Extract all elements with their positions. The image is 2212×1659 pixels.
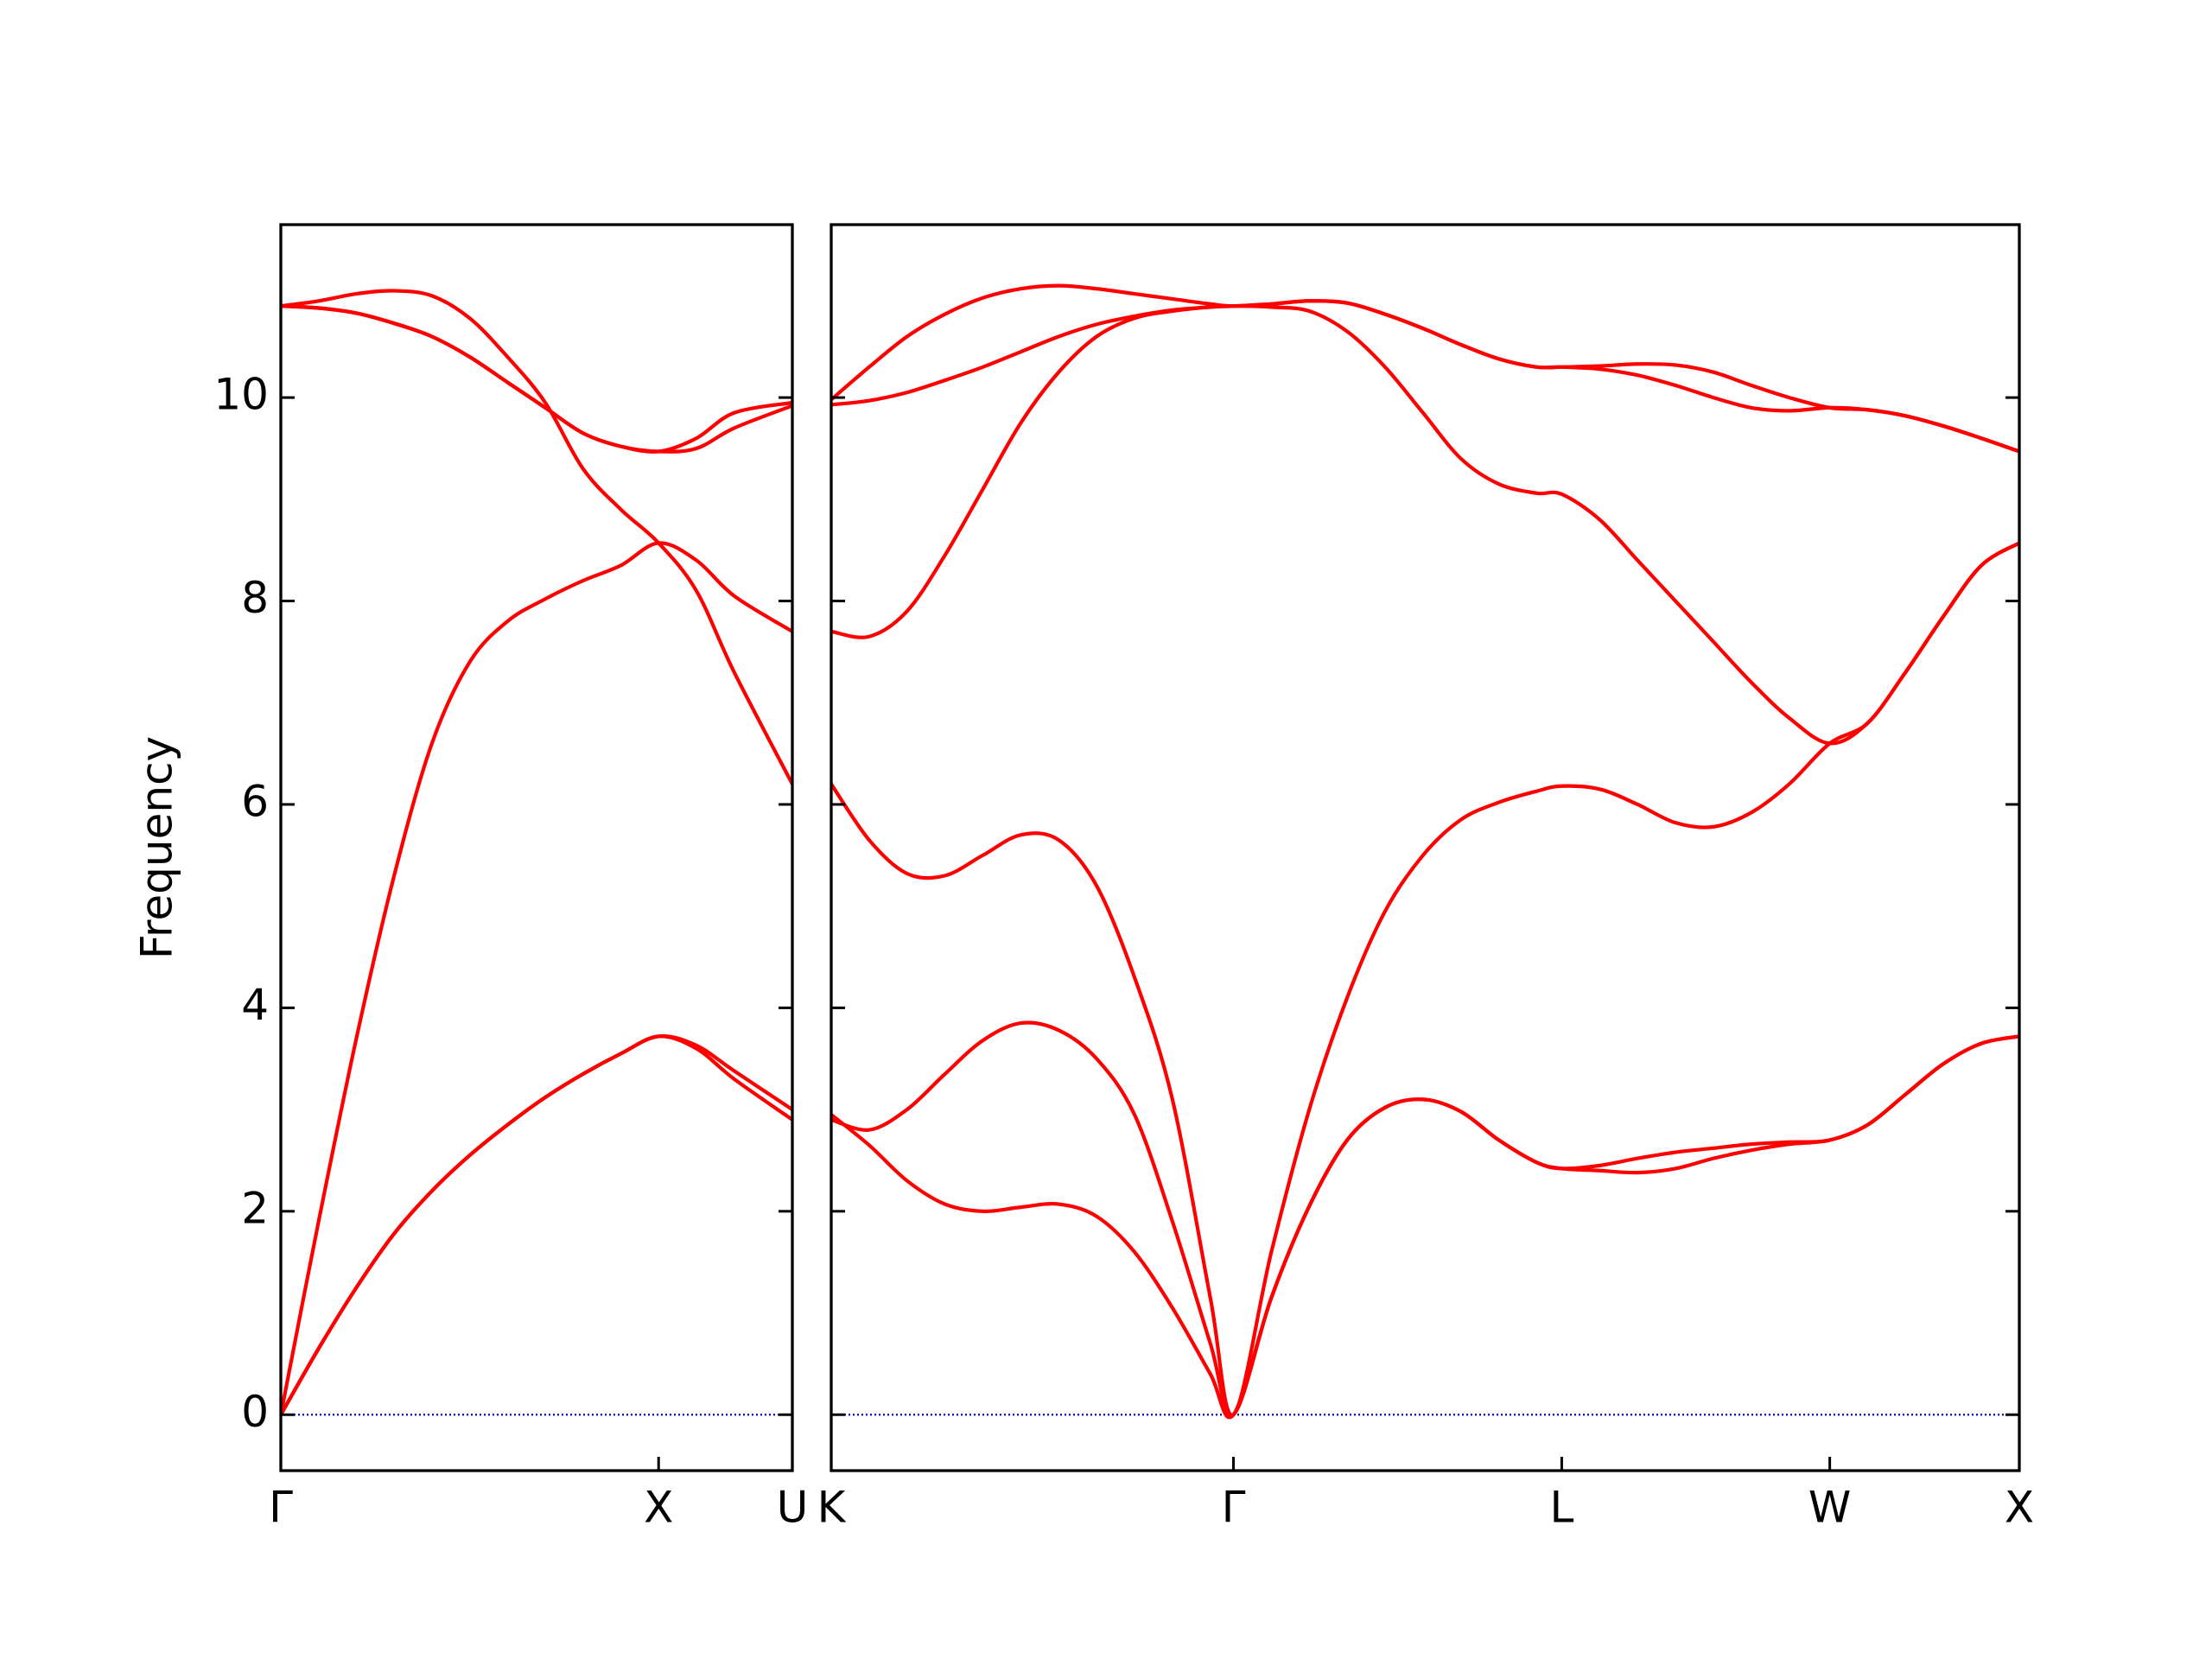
y-tick-label: 2: [241, 1183, 269, 1233]
band-line: [281, 289, 792, 785]
band-line: [831, 283, 2019, 454]
band-line: [281, 304, 792, 454]
x-tick-label: Γ: [269, 1483, 293, 1533]
plot-area: [831, 283, 2019, 1420]
y-axis-label: Frequency: [132, 736, 182, 959]
y-tick-label: 0: [241, 1387, 269, 1437]
x-tick-label: L: [1550, 1483, 1574, 1533]
y-tick-label: 4: [241, 980, 269, 1030]
axes-frame: [279, 223, 794, 1472]
y-tick-label: 6: [241, 776, 269, 826]
band-line: [281, 1033, 792, 1416]
x-tick-label: K: [817, 1483, 847, 1533]
band-line: [831, 1020, 2019, 1418]
band-line: [831, 299, 2019, 454]
y-tick-label: 8: [241, 573, 269, 623]
band-line: [831, 304, 2019, 746]
axes-frame: [830, 223, 2021, 1472]
x-tick-label: W: [1808, 1483, 1851, 1533]
y-tick-label: 10: [213, 370, 269, 420]
x-tick-label: Γ: [1222, 1483, 1246, 1533]
plot-area: [281, 289, 792, 1416]
band-line: [281, 304, 792, 454]
x-tick-label: X: [644, 1483, 673, 1533]
band-line: [281, 1034, 792, 1416]
band-line: [281, 541, 792, 1415]
band-line: [831, 1034, 2019, 1420]
band-line: [831, 541, 2019, 1417]
x-tick-label: U: [777, 1483, 809, 1533]
x-tick-label: X: [2005, 1483, 2034, 1533]
